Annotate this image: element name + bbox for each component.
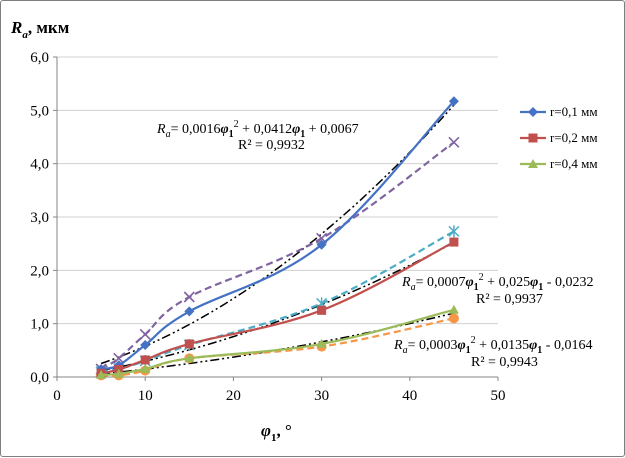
secondary-series xyxy=(95,136,460,381)
data-point-x xyxy=(139,328,151,340)
data-point-diamond xyxy=(184,306,195,317)
y-tick-label: 6,0 xyxy=(30,50,49,66)
legend-item-r02: r=0,2 мм xyxy=(520,130,598,145)
data-point-circle xyxy=(448,313,459,324)
legend-label: r=0,4 мм xyxy=(550,156,598,171)
x-tick-label: 40 xyxy=(402,388,417,404)
legend-item-r01: r=0,1 мм xyxy=(520,104,598,119)
y-tick-labels: 0,0 1,0 2,0 3,0 4,0 5,0 6,0 xyxy=(30,50,49,386)
y-tick-label: 5,0 xyxy=(30,103,49,119)
data-point-x xyxy=(448,136,460,148)
data-point-triangle xyxy=(184,353,195,363)
data-point-triangle xyxy=(140,364,151,373)
data-point-diamond xyxy=(140,340,151,350)
x-tick-label: 10 xyxy=(138,388,153,404)
series-line-purple xyxy=(100,141,455,370)
y-tick-label: 2,0 xyxy=(30,263,49,279)
primary-series xyxy=(96,96,459,379)
axes xyxy=(53,56,499,381)
data-point-triangle xyxy=(448,304,459,314)
x-tick-label: 50 xyxy=(491,388,506,404)
grid-lines xyxy=(57,56,498,325)
y-axis-title: Ra, мкм xyxy=(10,18,70,41)
y-tick-label: 0,0 xyxy=(30,370,49,386)
x-tick-label: 30 xyxy=(314,388,329,404)
x-tick-label: 0 xyxy=(53,388,61,404)
y-tick-label: 3,0 xyxy=(30,210,49,226)
data-point-star xyxy=(448,225,460,238)
data-point-triangle xyxy=(96,369,107,379)
legend-label: r=0,1 мм xyxy=(550,104,598,119)
data-point-square xyxy=(184,339,194,349)
data-point-x xyxy=(183,291,195,303)
data-point-triangle xyxy=(316,338,327,348)
r-squared-r02: R² = 0,9937 xyxy=(476,292,543,307)
data-point-diamond xyxy=(528,107,538,117)
y-tick-label: 1,0 xyxy=(30,317,49,333)
x-tick-label: 20 xyxy=(226,388,241,404)
equation-r04: Ra= 0,0003φ12 + 0,0135φ1 - 0,0164 xyxy=(393,335,592,356)
data-point-diamond xyxy=(448,96,459,107)
trendline-0 xyxy=(100,104,455,365)
trendline-1 xyxy=(100,241,455,372)
legend: r=0,1 мм r=0,2 мм r=0,4 мм xyxy=(520,104,598,171)
data-point-triangle xyxy=(113,368,124,378)
equation-r01: Ra= 0,0016φ12 + 0,0412φ1 + 0,0067 xyxy=(156,119,359,140)
data-point-square xyxy=(528,133,538,143)
data-point-x xyxy=(113,352,125,364)
r-squared-r04: R² = 0,9943 xyxy=(471,355,538,370)
y-tick-label: 4,0 xyxy=(30,157,49,173)
x-tick-labels: 0 10 20 30 40 50 xyxy=(53,388,505,404)
r-squared-r01: R² = 0,9932 xyxy=(238,138,305,153)
legend-item-r04: r=0,4 мм xyxy=(520,156,598,171)
legend-label: r=0,2 мм xyxy=(550,130,598,145)
data-point-square xyxy=(449,237,459,247)
data-point-triangle xyxy=(528,159,538,168)
data-point-square xyxy=(317,305,327,315)
equation-r02: Ra= 0,0007φ12 + 0,025φ1 - 0,0232 xyxy=(401,272,593,293)
data-point-diamond xyxy=(316,239,327,250)
data-point-square xyxy=(140,355,150,365)
x-axis-title: φ1, ° xyxy=(261,421,292,444)
